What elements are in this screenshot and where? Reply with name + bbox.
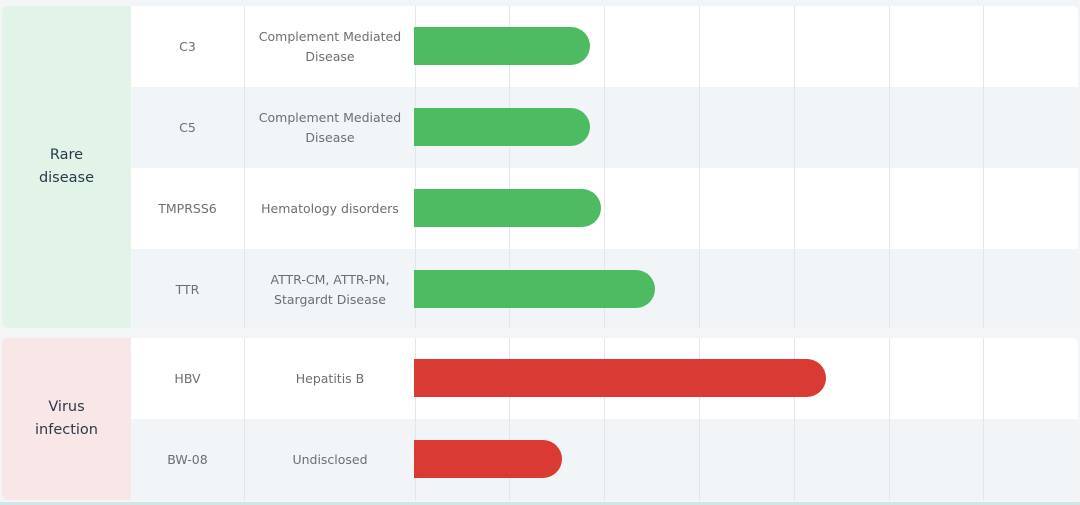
grid-line: [603, 87, 605, 168]
grid-line: [793, 6, 795, 87]
grid-line: [793, 249, 795, 328]
grid-line: [983, 419, 985, 500]
grid-line: [793, 419, 795, 500]
grid-line: [983, 168, 985, 249]
grid-line: [888, 87, 890, 168]
target-label: C3: [131, 6, 245, 87]
grid-line: [793, 87, 795, 168]
grid-line: [793, 168, 795, 249]
bottom-divider: [0, 502, 1080, 505]
progress-bar: [414, 359, 826, 397]
target-label: HBV: [131, 338, 245, 419]
grid-line: [888, 6, 890, 87]
target-label: C5: [131, 87, 245, 168]
category-label: Virus infection: [2, 338, 131, 500]
table-row: BW-08 Undisclosed: [131, 419, 1078, 500]
grid-line: [888, 168, 890, 249]
grid-line: [983, 249, 985, 328]
grid-line: [603, 6, 605, 87]
target-label: BW-08: [131, 419, 245, 500]
grid-line: [603, 168, 605, 249]
group-1: Virus infection HBV Hepatitis B BW-08 Undisc…: [2, 338, 1078, 500]
indication-label: Complement Mediated Disease: [245, 87, 416, 168]
grid-line: [603, 419, 605, 500]
table-row: C5 Complement Mediated Disease: [131, 87, 1078, 168]
indication-label: Complement Mediated Disease: [245, 6, 416, 87]
target-label: TMPRSS6: [131, 168, 245, 249]
target-label: TTR: [131, 249, 245, 328]
grid-line: [698, 168, 700, 249]
category-label: Rare disease: [2, 6, 131, 328]
indication-label: Undisclosed: [245, 419, 416, 500]
table-row: C3 Complement Mediated Disease: [131, 6, 1078, 87]
progress-bar: [414, 189, 601, 227]
grid-line: [888, 338, 890, 419]
indication-label: Hematology disorders: [245, 168, 416, 249]
table-row: HBV Hepatitis B: [131, 338, 1078, 419]
group-0: Rare disease C3 Complement Mediated Diseas…: [2, 6, 1078, 328]
progress-bar: [414, 440, 563, 478]
grid-line: [698, 419, 700, 500]
previous-row-edge: [131, 0, 1078, 6]
grid-line: [888, 419, 890, 500]
indication-label: Hepatitis B: [245, 338, 416, 419]
grid-line: [983, 87, 985, 168]
table-row: TTR ATTR-CM, ATTR-PN, Stargardt Disease: [131, 249, 1078, 328]
progress-bar: [414, 270, 656, 308]
grid-line: [698, 6, 700, 87]
grid-line: [698, 249, 700, 328]
grid-line: [983, 6, 985, 87]
progress-bar: [414, 27, 590, 65]
indication-label: ATTR-CM, ATTR-PN, Stargardt Disease: [245, 249, 416, 328]
table-row: TMPRSS6 Hematology disorders: [131, 168, 1078, 249]
progress-bar: [414, 108, 590, 146]
grid-line: [698, 87, 700, 168]
grid-line: [983, 338, 985, 419]
grid-line: [888, 249, 890, 328]
